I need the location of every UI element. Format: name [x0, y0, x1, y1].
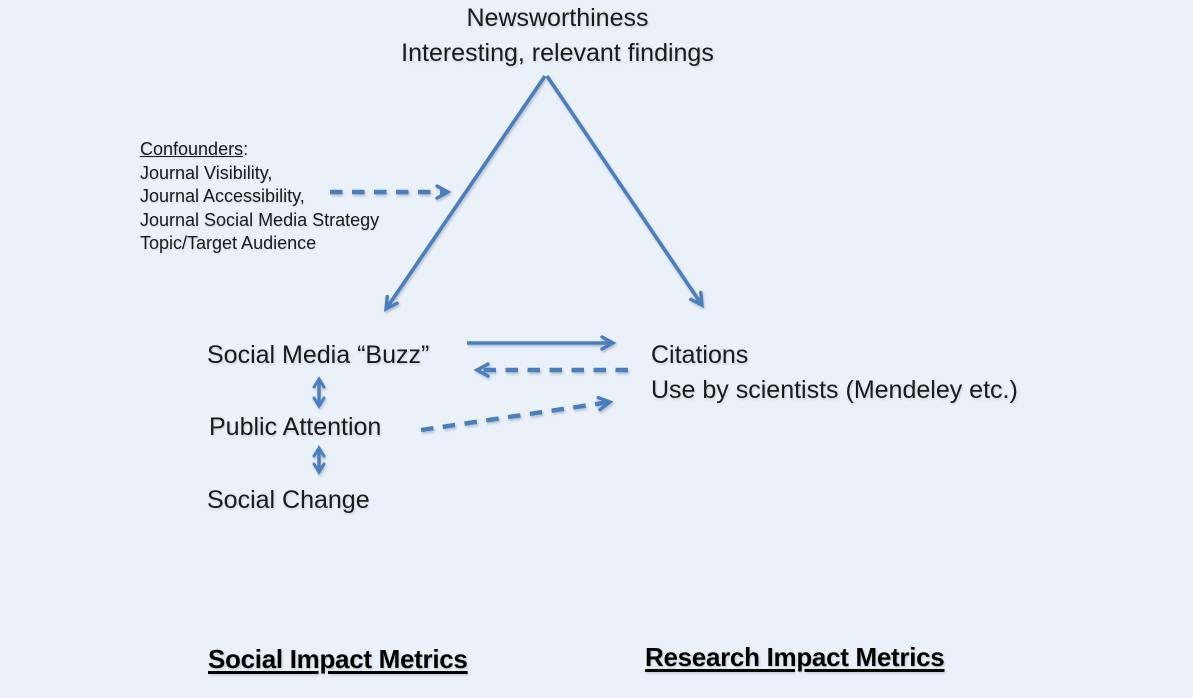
node-social-change: Social Change — [207, 486, 370, 514]
node-public-attention: Public Attention — [209, 413, 382, 441]
footer-research-impact-metrics: Research Impact Metrics — [645, 642, 945, 672]
confounders-item: Journal Social Media Strategy — [140, 209, 380, 230]
confounders-colon: : — [243, 139, 249, 159]
title-line1: Newsworthiness — [466, 4, 649, 32]
citations-line1: Citations — [651, 341, 749, 369]
confounders-block: Confounders: Journal Visibility, Journal… — [140, 138, 379, 256]
confounders-heading: Confounders — [140, 139, 244, 159]
confounders-item: Topic/Target Audience — [140, 233, 317, 253]
confounders-heading-line: Confounders: — [140, 138, 379, 162]
node-citations: Citations Use by scientists (Mendeley et… — [651, 338, 1018, 408]
title-newsworthiness: Newsworthiness Interesting, relevant fin… — [330, 1, 785, 71]
arrow-newsworthiness-to-buzz — [383, 74, 547, 312]
arrow-newsworthiness-to-citations — [545, 74, 704, 308]
citations-line2: Use by scientists (Mendeley etc.) — [651, 376, 1018, 404]
footer-social-impact-metrics: Social Impact Metrics — [208, 644, 468, 674]
arrow-attention-to-citations-dashed — [420, 395, 614, 433]
node-social-media-buzz: Social Media “Buzz” — [207, 341, 430, 369]
title-line2: Interesting, relevant findings — [401, 39, 714, 67]
confounders-item: Journal Visibility, — [140, 162, 273, 183]
confounders-item: Journal Accessibility, — [140, 186, 305, 206]
